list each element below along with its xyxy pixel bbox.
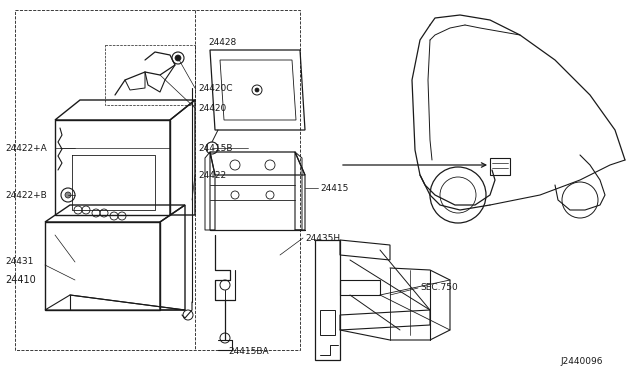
Circle shape [65, 192, 71, 198]
Text: 24422+A: 24422+A [5, 144, 47, 153]
Text: J2440096: J2440096 [560, 357, 602, 366]
Circle shape [255, 88, 259, 92]
Text: 24422+B: 24422+B [5, 190, 47, 199]
Text: 24415: 24415 [320, 183, 348, 192]
Text: SEC.750: SEC.750 [420, 283, 458, 292]
Text: 24420C: 24420C [198, 83, 232, 93]
Text: 24428: 24428 [208, 38, 236, 46]
Text: 24415B: 24415B [198, 144, 232, 153]
Text: 24422: 24422 [198, 170, 226, 180]
Circle shape [175, 55, 181, 61]
Text: 24415BA: 24415BA [228, 347, 269, 356]
Text: 24410: 24410 [5, 275, 36, 285]
Text: 24431: 24431 [5, 257, 33, 266]
Text: 24420: 24420 [198, 103, 227, 112]
Text: 24435H: 24435H [305, 234, 340, 243]
